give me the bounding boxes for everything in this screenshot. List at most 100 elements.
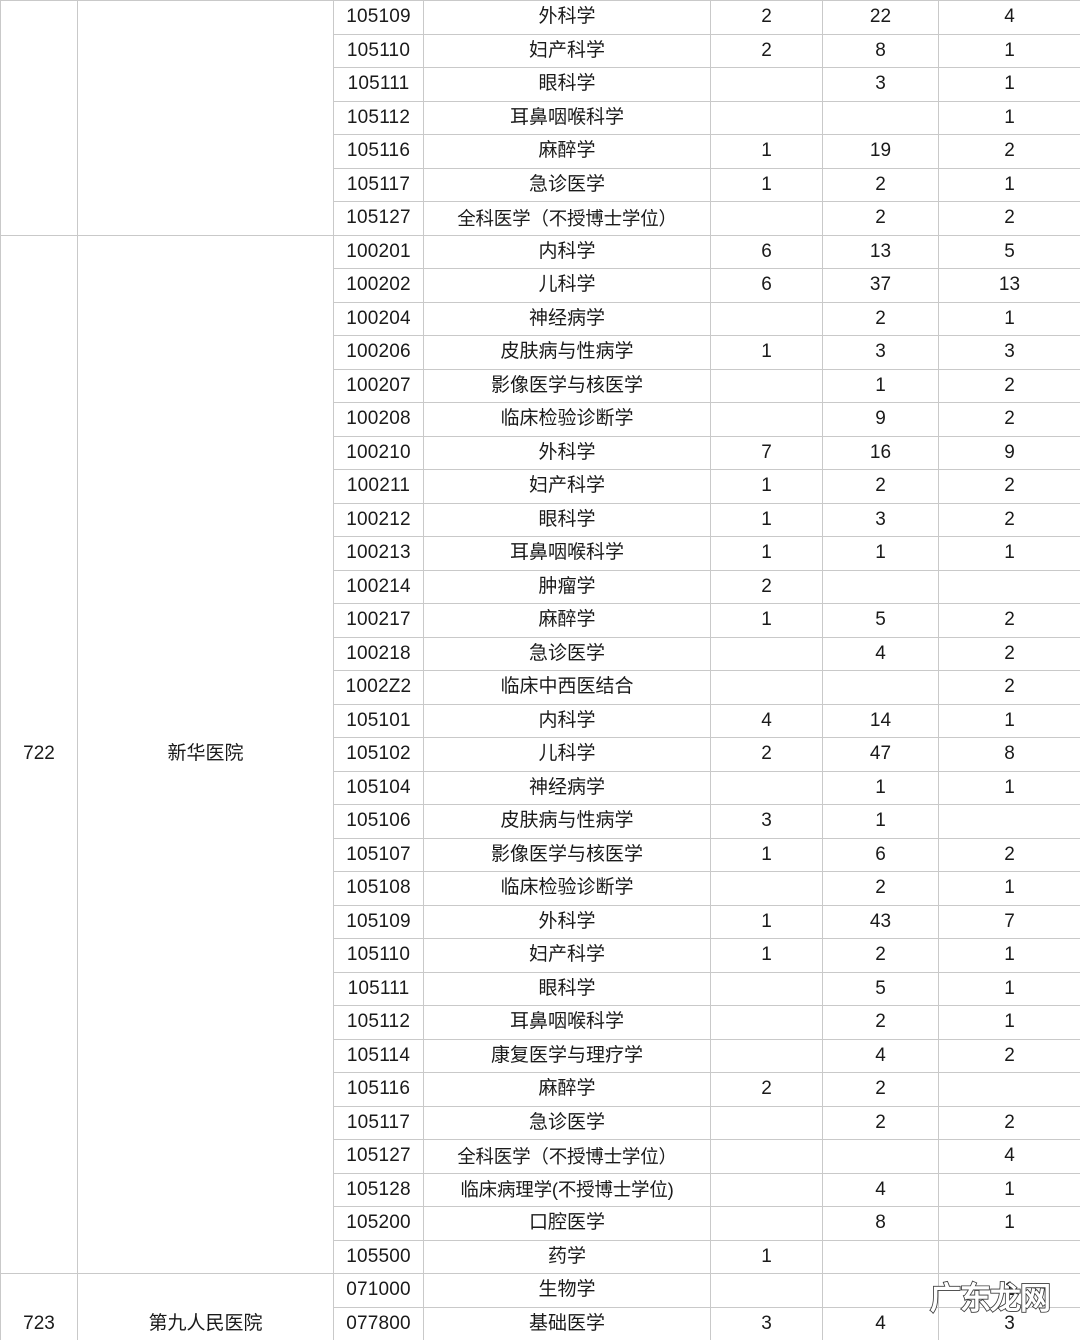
table-row: 100208 临床检验诊断学 9 2 — [1, 402, 1080, 437]
major-code-cell: 105127 — [333, 1139, 424, 1174]
quota-n2-cell: 47 — [822, 737, 939, 772]
major-code-cell: 105109 — [333, 904, 424, 939]
major-name-cell: 耳鼻咽喉科学 — [423, 100, 711, 135]
institution-name-cell — [77, 0, 334, 236]
quota-n1-cell — [710, 770, 823, 805]
major-name-cell: 临床检验诊断学 — [423, 402, 711, 437]
quota-n1-cell — [710, 67, 823, 102]
major-name-cell: 急诊医学 — [423, 167, 711, 202]
quota-n2-cell: 22 — [822, 0, 939, 35]
quota-n2-cell — [822, 1139, 939, 1174]
quota-n3-cell: 1 — [938, 100, 1080, 135]
quota-n3-cell: 1 — [938, 971, 1080, 1006]
major-name-cell: 全科医学（不授博士学位） — [423, 1139, 711, 1174]
major-code-cell: 105200 — [333, 1206, 424, 1241]
quota-n3-cell: 1 — [938, 770, 1080, 805]
table-row: 105101 内科学 4 14 1 — [1, 703, 1080, 738]
major-code-cell: 105127 — [333, 201, 424, 236]
major-code-cell: 100214 — [333, 569, 424, 604]
quota-n3-cell: 9 — [938, 435, 1080, 470]
table-row: 100214 肿瘤学 2 — [1, 569, 1080, 604]
major-name-cell: 耳鼻咽喉科学 — [423, 1005, 711, 1040]
table-row: 722 新华医院 100201 内科学 6 13 5 — [0, 234, 1080, 1274]
major-code-cell: 100212 — [333, 502, 424, 537]
major-code-cell: 105109 — [333, 0, 424, 35]
major-name-cell: 妇产科学 — [423, 469, 711, 504]
major-name-cell: 外科学 — [423, 435, 711, 470]
quota-n2-cell: 37 — [822, 268, 939, 303]
quota-n3-cell: 1 — [938, 1206, 1080, 1241]
table-row: 100212 眼科学 1 3 2 — [1, 502, 1080, 537]
quota-n3-cell: 1 — [938, 167, 1080, 202]
table-row: 100213 耳鼻咽喉科学 1 1 1 — [1, 536, 1080, 571]
quota-n2-cell: 1 — [822, 804, 939, 839]
quota-n2-cell: 5 — [822, 603, 939, 638]
quota-n1-cell — [710, 1105, 823, 1140]
table-row: 077800 基础医学 3 4 3 — [1, 1306, 1080, 1340]
quota-n2-cell: 2 — [822, 201, 939, 236]
quota-n3-cell: 1 — [938, 871, 1080, 906]
quota-n3-cell: 2 — [938, 603, 1080, 638]
quota-n1-cell: 2 — [710, 33, 823, 68]
major-name-cell: 麻醉学 — [423, 603, 711, 638]
major-code-cell: 105112 — [333, 1005, 424, 1040]
quota-n2-cell — [822, 569, 939, 604]
major-name-cell: 基础医学 — [423, 1306, 711, 1340]
major-name-cell: 妇产科学 — [423, 938, 711, 973]
institution-name-cell: 新华医院 — [77, 234, 334, 1274]
quota-n2-cell: 3 — [822, 502, 939, 537]
table-row: 105108 临床检验诊断学 2 1 — [1, 871, 1080, 906]
quota-n3-cell: 2 — [938, 368, 1080, 403]
table-row: 105116 麻醉学 1 19 2 — [1, 134, 1080, 169]
quota-n3-cell: 1 — [938, 1273, 1080, 1308]
quota-n3-cell: 1 — [938, 1005, 1080, 1040]
quota-n2-cell: 19 — [822, 134, 939, 169]
quota-n2-cell: 13 — [822, 234, 939, 269]
quota-n3-cell: 1 — [938, 938, 1080, 973]
table-row: 105127 全科医学（不授博士学位） 2 2 — [1, 201, 1080, 236]
table-row: 100206 皮肤病与性病学 1 3 3 — [1, 335, 1080, 370]
major-name-cell: 生物学 — [423, 1273, 711, 1308]
quota-n1-cell — [710, 1206, 823, 1241]
quota-n3-cell — [938, 1239, 1080, 1274]
table-row: 105110 妇产科学 2 8 1 — [1, 33, 1080, 68]
quota-n3-cell: 5 — [938, 234, 1080, 269]
major-code-cell: 105107 — [333, 837, 424, 872]
quota-n1-cell — [710, 1038, 823, 1073]
quota-n1-cell: 1 — [710, 469, 823, 504]
major-name-cell: 麻醉学 — [423, 134, 711, 169]
quota-n2-cell: 2 — [822, 1105, 939, 1140]
quota-n3-cell: 13 — [938, 268, 1080, 303]
quota-n1-cell: 1 — [710, 904, 823, 939]
quota-n3-cell: 1 — [938, 703, 1080, 738]
major-name-cell: 影像医学与核医学 — [423, 368, 711, 403]
major-name-cell: 眼科学 — [423, 67, 711, 102]
major-code-cell: 105117 — [333, 167, 424, 202]
quota-n1-cell — [710, 1273, 823, 1308]
table-row: 105107 影像医学与核医学 1 6 2 — [1, 837, 1080, 872]
major-name-cell: 皮肤病与性病学 — [423, 335, 711, 370]
quota-n2-cell: 8 — [822, 33, 939, 68]
quota-n2-cell: 2 — [822, 301, 939, 336]
quota-n3-cell: 1 — [938, 1172, 1080, 1207]
table-row: 100218 急诊医学 4 2 — [1, 636, 1080, 671]
quota-n2-cell — [822, 670, 939, 705]
major-code-cell: 100201 — [333, 234, 424, 269]
table-row: 105114 康复医学与理疗学 4 2 — [1, 1038, 1080, 1073]
quota-n2-cell: 2 — [822, 871, 939, 906]
quota-n1-cell — [710, 368, 823, 403]
major-name-cell: 神经病学 — [423, 301, 711, 336]
major-name-cell: 药学 — [423, 1239, 711, 1274]
major-code-cell: 100208 — [333, 402, 424, 437]
table-row: 105200 口腔医学 8 1 — [1, 1206, 1080, 1241]
quota-n3-cell: 4 — [938, 0, 1080, 35]
quota-n1-cell: 1 — [710, 603, 823, 638]
quota-n2-cell: 4 — [822, 636, 939, 671]
quota-n3-cell: 3 — [938, 1306, 1080, 1340]
quota-n1-cell: 2 — [710, 737, 823, 772]
major-code-cell: 100217 — [333, 603, 424, 638]
quota-n1-cell: 1 — [710, 502, 823, 537]
quota-n2-cell: 43 — [822, 904, 939, 939]
